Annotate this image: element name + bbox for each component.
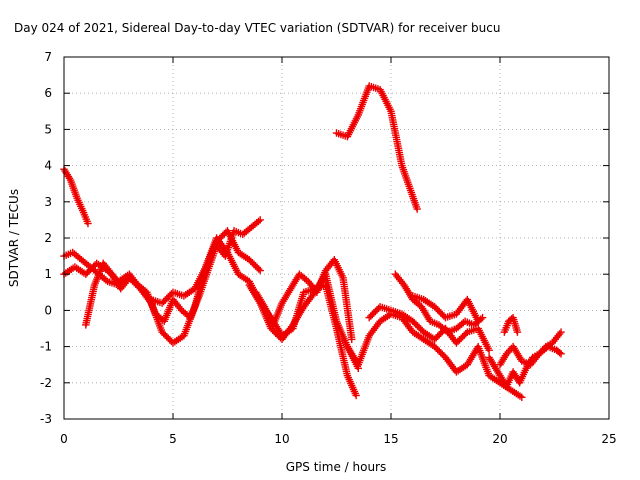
y-tick-label: -1 (40, 340, 52, 354)
series-arc6 (252, 256, 356, 344)
x-tick-label: 25 (601, 432, 616, 446)
y-axis-label: SDTVAR / TECUs (7, 189, 21, 287)
series-arc1 (60, 165, 92, 228)
series-arc8 (343, 310, 526, 401)
y-tick-label: 0 (44, 303, 52, 317)
data-point (478, 313, 487, 322)
data-point (557, 350, 565, 358)
y-tick-label: 1 (44, 267, 52, 281)
y-tick-label: 2 (44, 231, 52, 245)
x-axis-label: GPS time / hours (286, 460, 387, 474)
data-point (557, 328, 565, 336)
data-point (413, 205, 421, 213)
data-point (352, 391, 360, 400)
x-tick-label: 0 (60, 432, 68, 446)
series-arc7 (332, 82, 421, 213)
y-tick-label: 4 (44, 159, 52, 173)
series-arc14 (500, 313, 522, 336)
data-point (474, 317, 482, 325)
data-point (513, 328, 522, 336)
data-point (485, 346, 493, 354)
y-tick-label: 7 (44, 50, 52, 64)
data-point (348, 335, 356, 344)
x-tick-label: 20 (492, 432, 507, 446)
y-tick-label: 5 (44, 122, 52, 136)
data-marks (60, 82, 565, 401)
x-tick-label: 15 (383, 432, 398, 446)
y-tick-label: 3 (44, 195, 52, 209)
x-tick-label: 5 (169, 432, 177, 446)
series-arc10 (391, 270, 487, 336)
chart-title: Day 024 of 2021, Sidereal Day-to-day VTE… (14, 21, 500, 35)
series-arc4 (82, 216, 264, 329)
y-tick-label: -3 (40, 412, 52, 426)
y-tick-label: 6 (44, 86, 52, 100)
data-point (518, 393, 526, 401)
data-point (84, 219, 92, 228)
axis-ticks: 0 5 10 15 20 25 -3 -2 -1 0 1 2 3 4 5 6 7 (40, 50, 617, 446)
x-tick-label: 10 (274, 432, 289, 446)
y-tick-label: -2 (40, 376, 52, 390)
series-arc13 (496, 342, 565, 369)
data-point (256, 266, 264, 275)
series-arc11 (409, 292, 482, 325)
data-point (256, 216, 264, 224)
